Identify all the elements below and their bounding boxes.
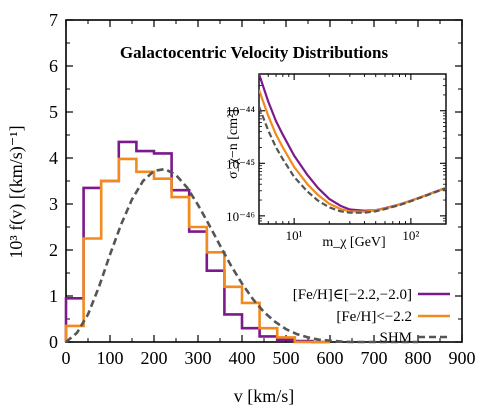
legend-label-0: [Fe/H]∈[−2.2,−2.0] bbox=[293, 287, 412, 303]
y-tick-label: 3 bbox=[49, 194, 58, 214]
y-tick-label: 6 bbox=[49, 56, 58, 76]
inset-series-line-2 bbox=[259, 106, 446, 214]
series-line-2 bbox=[65, 167, 418, 344]
inset-x-tick-label: 10¹ bbox=[286, 228, 303, 243]
y-tick-label: 5 bbox=[49, 102, 58, 122]
inset-y-tick-label: 10⁻⁴⁵ bbox=[226, 156, 255, 171]
x-tick-label: 800 bbox=[405, 348, 432, 368]
chart-title: Galactocentric Velocity Distributions bbox=[120, 43, 389, 62]
x-tick-label: 500 bbox=[273, 348, 300, 368]
x-axis-label: v [km/s] bbox=[234, 386, 295, 406]
legend: [Fe/H]∈[−2.2,−2.0] [Fe/H]<−2.2 SHM bbox=[293, 287, 450, 346]
x-tick-label: 400 bbox=[229, 348, 256, 368]
y-tick-label: 0 bbox=[49, 332, 58, 352]
x-tick-label: 900 bbox=[449, 348, 476, 368]
inset-chart: 10¹ 10² 10⁻⁴⁴ 10⁻⁴⁵ 10⁻⁴⁶ bbox=[226, 73, 447, 243]
y-tick-label: 2 bbox=[49, 240, 58, 260]
main-plot-area bbox=[64, 140, 418, 344]
x-tick-label: 300 bbox=[185, 348, 212, 368]
y-axis-label: 10³ f(v) [(km/s)⁻¹] bbox=[6, 125, 27, 258]
inset-x-tick-label: 10² bbox=[402, 228, 419, 243]
inset-frame bbox=[258, 73, 447, 225]
x-tick-label: 700 bbox=[361, 348, 388, 368]
y-tick-label: 1 bbox=[49, 286, 58, 306]
x-tick-label: 0 bbox=[62, 348, 71, 368]
series-line-1 bbox=[64, 157, 330, 344]
legend-label-2: SHM bbox=[379, 330, 412, 346]
inset-plot-area bbox=[259, 74, 446, 214]
x-tick-label: 100 bbox=[97, 348, 124, 368]
main-axes: 0 100 200 300 400 500 600 700 800 900 0 1 2 3 4 5 6 7 bbox=[49, 10, 476, 368]
inset-y-axis-label: σ_χ−n [cm²] bbox=[226, 109, 241, 179]
inset-y-tick-label: 10⁻⁴⁶ bbox=[226, 209, 255, 224]
y-tick-label: 4 bbox=[49, 148, 58, 168]
inset-x-axis-label: m_χ [GeV] bbox=[322, 235, 385, 250]
x-tick-label: 200 bbox=[141, 348, 168, 368]
inset-y-tick-label: 10⁻⁴⁴ bbox=[226, 104, 255, 119]
legend-label-1: [Fe/H]<−2.2 bbox=[336, 309, 412, 325]
y-tick-label: 7 bbox=[49, 10, 58, 30]
x-tick-label: 600 bbox=[317, 348, 344, 368]
